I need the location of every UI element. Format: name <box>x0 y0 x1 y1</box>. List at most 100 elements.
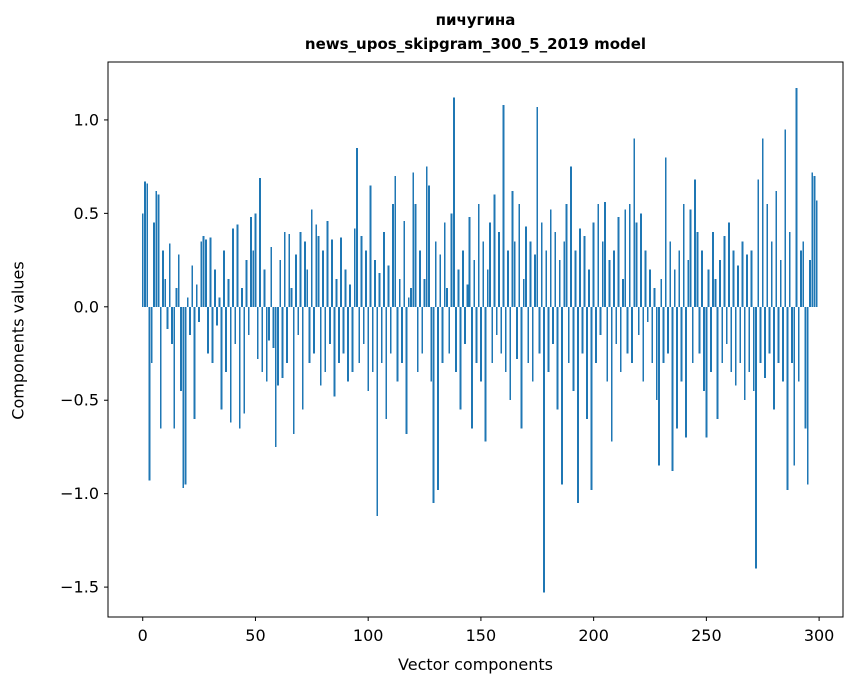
bar <box>437 306 439 490</box>
bar <box>728 222 730 307</box>
bar <box>177 254 180 307</box>
bar <box>428 185 430 307</box>
bar <box>425 166 428 307</box>
bar <box>383 232 385 307</box>
bar <box>543 306 545 593</box>
bar <box>529 241 532 307</box>
chart-title: пичугина <box>435 11 516 29</box>
bar <box>649 269 651 307</box>
bar <box>788 232 791 307</box>
bar <box>712 232 715 307</box>
x-axis-label: Vector components <box>398 655 553 674</box>
bar <box>748 306 751 373</box>
bar <box>791 306 793 363</box>
bar <box>286 306 288 363</box>
bar <box>743 306 746 401</box>
bar <box>182 306 185 489</box>
bar <box>270 247 273 307</box>
bar <box>653 288 656 307</box>
bar <box>162 250 164 307</box>
bar <box>144 181 146 307</box>
bar <box>378 273 381 307</box>
bar <box>813 175 816 307</box>
bar <box>387 265 390 307</box>
bar <box>502 104 505 307</box>
bar <box>610 306 613 442</box>
bar <box>662 306 665 363</box>
bar <box>547 306 550 373</box>
y-tick-label: 0.5 <box>74 204 99 223</box>
bar <box>696 232 699 307</box>
bar <box>489 222 491 307</box>
bar <box>545 250 548 307</box>
bar <box>626 306 629 354</box>
bar <box>588 269 591 307</box>
bar <box>527 306 530 363</box>
bar <box>250 217 252 307</box>
bar <box>579 228 582 307</box>
bar <box>500 306 503 354</box>
bar <box>274 306 277 447</box>
bar <box>581 306 584 354</box>
bar <box>331 239 334 307</box>
bar <box>148 306 151 481</box>
bar <box>700 250 703 307</box>
bar <box>651 306 654 363</box>
bar <box>678 250 681 307</box>
bar <box>401 306 403 363</box>
y-tick-label: 1.0 <box>74 110 99 129</box>
bar <box>446 288 448 307</box>
bar <box>297 306 300 335</box>
bar <box>468 217 471 307</box>
bar <box>590 306 593 490</box>
bar <box>243 306 246 414</box>
bar <box>804 306 807 429</box>
bar <box>669 241 672 307</box>
bar <box>475 306 478 363</box>
bar <box>574 250 577 307</box>
bar <box>536 106 539 307</box>
bar <box>389 306 392 354</box>
bar <box>268 306 270 341</box>
bar <box>466 284 469 307</box>
bar <box>797 306 800 382</box>
bar <box>709 306 712 373</box>
bar <box>346 306 349 382</box>
bar <box>385 306 388 419</box>
bar <box>522 278 525 307</box>
bar <box>759 306 762 363</box>
bar <box>511 190 514 307</box>
bar <box>241 288 243 307</box>
bar <box>452 97 455 307</box>
bar <box>171 306 173 345</box>
bar <box>538 306 541 354</box>
bar <box>658 306 660 466</box>
bar <box>594 306 597 363</box>
bar <box>398 278 401 307</box>
bar <box>815 200 818 307</box>
bar <box>565 204 568 307</box>
bar <box>322 250 324 307</box>
x-tick-label: 250 <box>691 626 722 645</box>
bar <box>768 306 771 354</box>
bar <box>549 209 552 307</box>
bar <box>599 306 602 335</box>
bar <box>419 250 421 307</box>
bar <box>613 250 615 307</box>
bar <box>673 269 676 307</box>
bar <box>583 235 586 307</box>
bar <box>721 306 724 363</box>
bar <box>229 306 232 423</box>
bar <box>703 306 706 391</box>
bar <box>304 241 306 307</box>
bar <box>369 185 372 307</box>
bar <box>225 306 228 373</box>
bar <box>277 306 279 386</box>
bar <box>191 265 194 307</box>
bar <box>694 179 696 307</box>
bar <box>412 172 415 307</box>
bar <box>691 306 694 363</box>
bar <box>193 306 196 419</box>
bar <box>671 306 674 472</box>
bar <box>513 241 516 307</box>
